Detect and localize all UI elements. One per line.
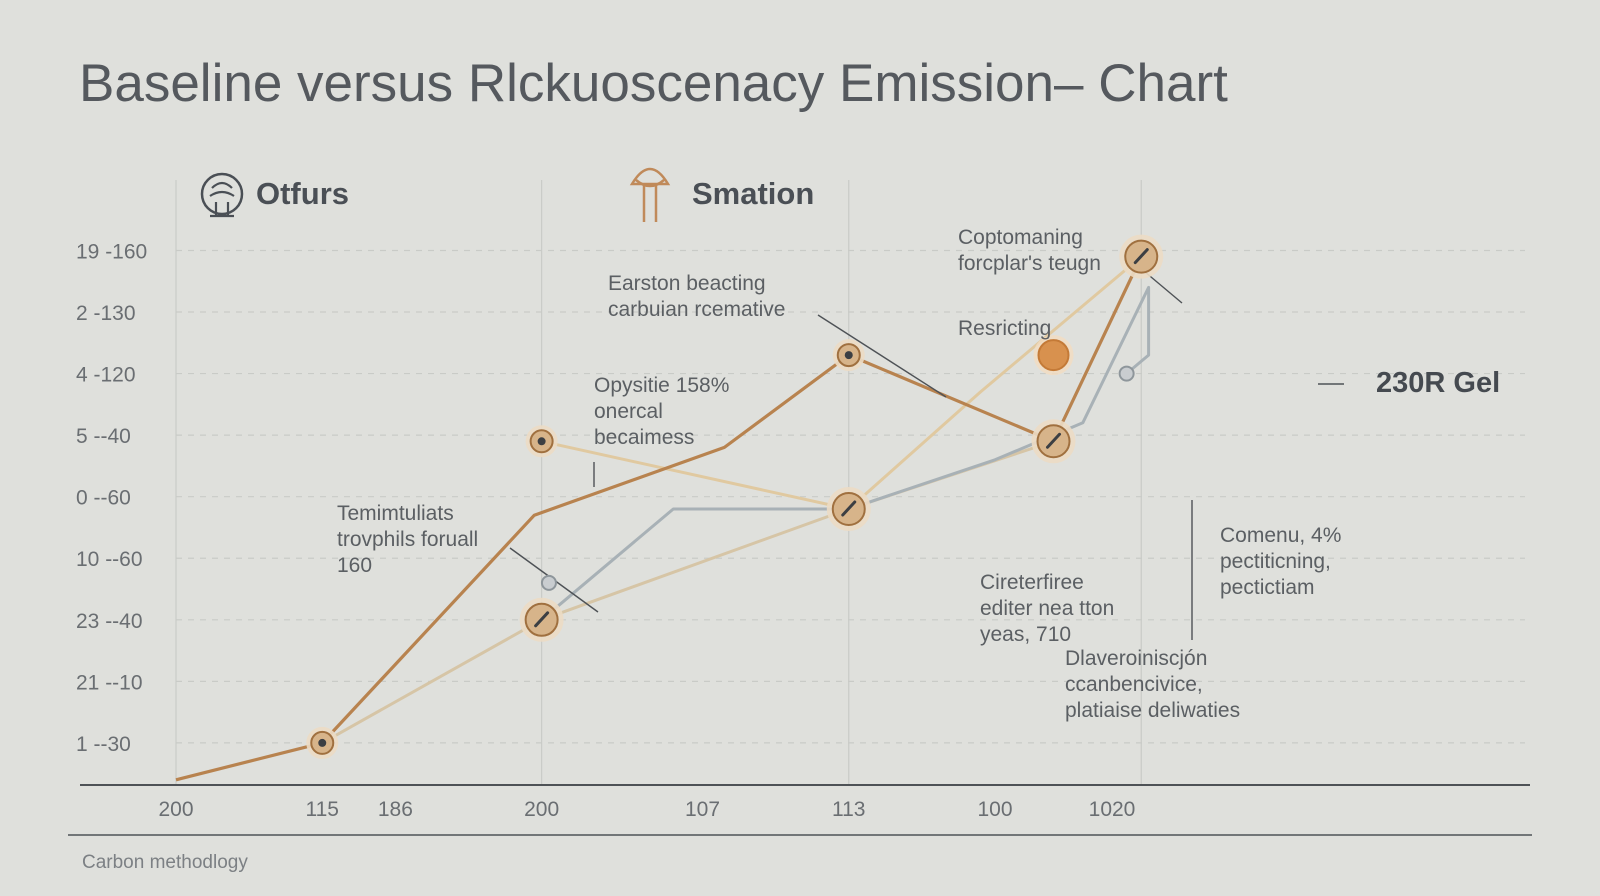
y-tick-label: 2 -130 [76, 302, 136, 325]
marker-center [537, 437, 546, 446]
legend-label-smation: Smation [692, 176, 814, 211]
x-tick-label: 200 [524, 798, 559, 821]
annotation-text: Earston beacting [608, 272, 766, 295]
annotation-leader [817, 314, 947, 398]
annotation-text: trovphils foruall [337, 528, 478, 551]
annotation-text: Resricting [958, 317, 1051, 340]
data-point-marker [1118, 365, 1135, 382]
annotation-text: Cireterfiree [980, 571, 1084, 594]
annotation-text: Temimtuliats [337, 502, 454, 525]
grid [175, 180, 1525, 785]
y-tick-label: 23 --40 [76, 610, 143, 633]
data-point-marker [540, 574, 557, 591]
annotation-text: forcplar's teugn [958, 252, 1101, 275]
annotation-text: Comenu, 4% [1220, 524, 1341, 547]
annotation-leader-lines [509, 255, 1344, 640]
annotations: Earston beacting carbuian rcemative Coptom… [337, 226, 1500, 722]
y-tick-label: 10 --60 [76, 548, 143, 571]
x-tick-label: 100 [977, 798, 1012, 821]
marker-dot [1037, 339, 1070, 372]
x-tick-label: 107 [685, 798, 720, 821]
data-point-marker [1119, 234, 1164, 279]
marker-center [844, 351, 853, 360]
y-axis-ticks: 19 -160 2 -130 4 -120 5 --40 0 --60 10 --60 23… [76, 240, 147, 755]
data-point-marker [306, 726, 339, 759]
footer-note: Carbon methodlogy [82, 852, 248, 873]
legend-label-otfurs: Otfurs [256, 176, 349, 211]
annotation-text: becaimess [594, 426, 694, 449]
annotation-text: carbuian rcemative [608, 298, 785, 321]
chart-title: Baseline versus Rlckuoscenacy Emission– … [79, 54, 1228, 113]
annotation-text: Coptomaning [958, 226, 1083, 249]
series-line-scenario-c [321, 439, 1054, 745]
brain-head-icon [200, 172, 244, 218]
marker-check [1133, 248, 1149, 265]
data-point-marker [1033, 335, 1074, 376]
annotation-text: onercal [594, 400, 663, 423]
marker-center [318, 738, 327, 747]
y-tick-label: 21 --10 [76, 671, 143, 694]
data-point-marker [826, 487, 871, 531]
data-point-marker [832, 339, 865, 372]
annotation-text: yeas, 710 [980, 623, 1071, 646]
y-tick-label: 4 -120 [76, 364, 136, 387]
series-line-scenario-a [541, 255, 1143, 511]
marker-dot [1118, 365, 1135, 382]
data-point-marker [525, 425, 558, 458]
x-tick-label: 1020 [1089, 798, 1136, 821]
data-markers [306, 234, 1164, 759]
y-tick-label: 0 --60 [76, 487, 131, 510]
legend: Otfurs Smation [200, 167, 814, 222]
marker-check [1046, 432, 1061, 449]
annotation-text: 160 [337, 554, 372, 577]
x-tick-label: 186 [378, 798, 413, 821]
annotation-text: 230R Gel [1376, 367, 1500, 399]
annotation-text: ccanbencivice, [1065, 673, 1203, 696]
marker-dot [540, 574, 557, 591]
y-tick-label: 19 -160 [76, 240, 147, 263]
x-axis-ticks: 200 115 186 200 107 113 100 1020 [158, 798, 1135, 821]
annotation-text: pectiticning, [1220, 550, 1331, 573]
marker-check [841, 500, 857, 517]
annotation-text: editer nea tton [980, 597, 1114, 620]
data-point-marker [1031, 419, 1076, 464]
annotation-text: Dlaveroiniscjón [1065, 647, 1207, 670]
annotation-text: pectictiam [1220, 576, 1315, 599]
tree-pillar-icon [629, 167, 671, 222]
x-tick-label: 115 [306, 798, 339, 821]
x-tick-label: 200 [158, 798, 193, 821]
x-tick-label: 113 [832, 798, 865, 821]
y-tick-label: 1 --30 [76, 733, 131, 756]
data-point-marker [519, 597, 564, 642]
marker-check [534, 611, 550, 628]
annotation-text: Opysitie 158% [594, 374, 729, 397]
annotation-text: platiaise deliwaties [1065, 699, 1240, 722]
y-tick-label: 5 --40 [76, 425, 131, 448]
